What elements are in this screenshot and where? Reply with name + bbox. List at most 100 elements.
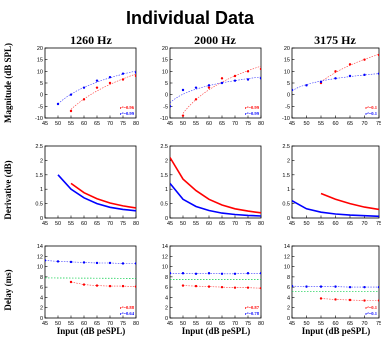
- panel-delay-2000hz: 45 50 55 60 65 70 75 80 0 2 4 6 8 10 12 14 r²=0.87r²=0.7…: [162, 244, 264, 327]
- x-tick-label: 65: [347, 121, 353, 127]
- x-tick-label: 45: [42, 221, 48, 227]
- x-tick-label: 75: [120, 121, 126, 127]
- x-tick-label: 60: [81, 121, 87, 127]
- series-line-blue: [170, 182, 261, 217]
- r2-label-red: r²=0.1: [365, 105, 377, 110]
- plot-area: [292, 53, 379, 92]
- data-point-blue: [194, 272, 198, 275]
- panel-delay-1260hz: 45 50 55 60 65 70 75 80 0 2 4 6 8 10 12 14 r²=0.88r²=0.6…: [37, 244, 139, 327]
- y-tick-label: 1.5: [35, 173, 43, 179]
- plot-frame: [44, 245, 137, 319]
- plot-frame: [291, 145, 380, 219]
- data-point-blue: [95, 79, 99, 82]
- data-point-red: [194, 98, 198, 101]
- data-point-blue: [170, 105, 172, 108]
- x-tick-label: 50: [303, 321, 309, 327]
- y-tick-label: 4: [287, 295, 290, 301]
- r2-label-blue: r²=0.1: [365, 111, 377, 116]
- x-tick-label: 45: [289, 321, 295, 327]
- x-tick-label: 70: [361, 221, 367, 227]
- y-tick-label: 6: [40, 285, 43, 291]
- x-tick-label: 75: [245, 321, 251, 327]
- x-tick-label: 60: [206, 221, 212, 227]
- series-line-blue: [57, 174, 136, 212]
- data-point-red: [246, 286, 250, 289]
- data-point-blue: [56, 102, 60, 106]
- plot-area: [45, 259, 136, 288]
- y-tick-label: 14: [284, 244, 290, 250]
- x-tick-label: 75: [376, 121, 381, 127]
- x-tick-label: 60: [332, 221, 338, 227]
- x-tick-label: 75: [376, 221, 381, 227]
- data-point-red: [207, 86, 211, 89]
- x-tick-label: 45: [167, 321, 173, 327]
- data-point-red: [334, 70, 337, 73]
- data-point-red: [246, 70, 250, 73]
- y-tick-label: 2.5: [160, 144, 168, 150]
- plot-frame: [169, 245, 262, 319]
- data-point-red: [348, 298, 352, 302]
- ylabel-derivative: Derivative (dB): [3, 160, 13, 219]
- x-tick-label: 75: [245, 121, 251, 127]
- r2-label-red: r²=0.1: [365, 305, 377, 310]
- panel-delay-3175hz: 45 50 55 60 65 70 75 0 2 4 6 8 10 12 14 r²=0.1r²=0.1: [284, 244, 381, 327]
- panel-derivative-2000hz: 45 50 55 60 65 70 75 80 0 0.5 1 1.5 2 2.5: [160, 144, 264, 227]
- y-tick-label: 20: [162, 46, 168, 52]
- x-tick-label: 75: [120, 221, 126, 227]
- x-tick-label: 80: [133, 321, 139, 327]
- y-tick-label: 2: [287, 158, 290, 164]
- data-point-red: [108, 81, 112, 85]
- x-tick-label: 60: [81, 221, 87, 227]
- x-tick-label: 65: [94, 221, 100, 227]
- y-tick-label: 4: [165, 295, 168, 301]
- plot-area: [170, 65, 261, 117]
- data-point-blue: [45, 259, 47, 262]
- x-tick-label: 50: [180, 221, 186, 227]
- data-point-red: [363, 299, 366, 302]
- x-tick-label: 70: [361, 121, 367, 127]
- data-point-red: [108, 284, 112, 288]
- x-tick-label: 70: [232, 321, 238, 327]
- panel-magnitude-2000hz: 45 50 55 60 65 70 75 80 -10 -5 0 5 10 15 20 r²=0.99r²=0…: [160, 46, 264, 127]
- x-tick-label: 55: [193, 121, 199, 127]
- data-point-red: [82, 98, 86, 101]
- y-tick-label: 15: [37, 58, 43, 64]
- y-tick-label: 20: [284, 46, 290, 52]
- xlabel-col3: Input (dB peSPL): [302, 326, 371, 336]
- y-tick-label: 20: [37, 46, 43, 52]
- data-point-red: [69, 109, 73, 113]
- y-tick-label: 10: [284, 265, 290, 271]
- data-point-blue: [334, 77, 337, 80]
- x-tick-label: 50: [55, 221, 61, 227]
- r2-label-red: r²=0.99: [245, 105, 260, 110]
- y-tick-label: -10: [282, 116, 290, 122]
- data-point-blue: [348, 285, 352, 289]
- y-tick-label: 1: [165, 187, 168, 193]
- data-point-red: [334, 298, 337, 301]
- plot-area: [292, 192, 379, 218]
- r2-label-blue: r²=0.78: [245, 311, 260, 316]
- x-tick-label: 65: [94, 321, 100, 327]
- panel-magnitude-3175hz: 45 50 55 60 65 70 75 -10 -5 0 5 10 15 20 r²=0.1r²=0.1: [282, 46, 381, 127]
- y-tick-label: 12: [284, 254, 290, 260]
- plot-frame: [291, 245, 380, 319]
- data-point-blue: [108, 261, 112, 265]
- data-point-blue: [82, 86, 86, 89]
- plot-frame: [44, 47, 137, 119]
- panel-derivative-1260hz: 45 50 55 60 65 70 75 80 0 0.5 1 1.5 2 2.5: [35, 144, 139, 227]
- data-point-blue: [363, 73, 366, 77]
- y-tick-label: 10: [162, 265, 168, 271]
- series-line-red: [320, 192, 379, 211]
- x-tick-label: 55: [68, 121, 74, 127]
- panel-derivative-3175hz: 45 50 55 60 65 70 75 0 0.5 1 1.5 2 2.5: [282, 144, 381, 227]
- fit-curve-red: [70, 281, 136, 287]
- column-title-1260: 1260 Hz: [70, 33, 112, 47]
- x-tick-label: 55: [318, 221, 324, 227]
- x-tick-label: 65: [219, 321, 225, 327]
- x-tick-label: 75: [245, 221, 251, 227]
- plot-area: [56, 70, 136, 113]
- y-tick-label: 0: [165, 316, 168, 322]
- x-tick-label: 70: [107, 321, 113, 327]
- fit-curve-red: [70, 73, 136, 110]
- x-tick-label: 80: [258, 221, 264, 227]
